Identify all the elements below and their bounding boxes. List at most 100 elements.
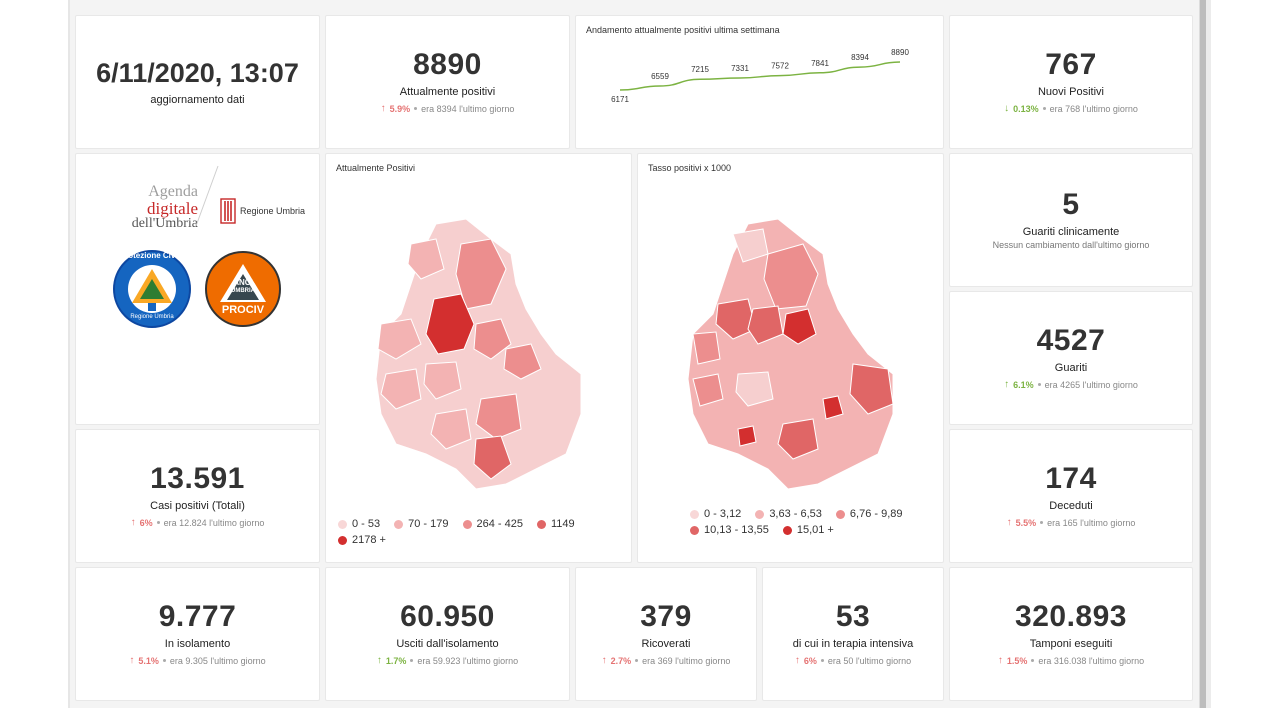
kpi-value: 379 (640, 600, 692, 633)
legend-swatch (755, 509, 765, 519)
kpi-prev: era 4265 l'ultimo giorno (1044, 379, 1138, 390)
legend-item: 1149 (537, 518, 575, 530)
legend-item: 0 - 3,12 (690, 508, 741, 520)
separator-dot (414, 107, 418, 110)
map-region[interactable] (747, 305, 784, 345)
kpi-delta: ↑ 6% era 50 l'ultimo giorno (795, 655, 911, 666)
map-region[interactable] (735, 371, 774, 407)
trend-title: Andamento attualmente positivi ultima se… (586, 25, 780, 35)
trend-point-label: 8890 (891, 48, 909, 57)
map-legend: 0 - 3,12 3,63 - 6,53 6,76 - 9,89 10,13 -… (690, 508, 940, 536)
map-region-perugia[interactable] (425, 293, 475, 355)
map-region-base[interactable] (687, 218, 894, 490)
umbria-choropleth-map[interactable] (326, 214, 633, 544)
map-region[interactable] (732, 228, 769, 263)
map-region[interactable] (430, 408, 472, 450)
map-region[interactable] (763, 243, 819, 310)
legend-item: 264 - 425 (462, 518, 523, 530)
deceduti-card: 174 Deceduti ↑ 5.5% era 165 l'ultimo gio… (949, 429, 1193, 563)
map-positivi-card: Attualmente Positivi 0 - 53 70 - 179 264… (325, 153, 632, 563)
regione-umbria-emblem-icon (220, 198, 236, 224)
map-region[interactable] (849, 363, 894, 415)
trend-point-label: 6171 (611, 95, 629, 104)
kpi-pct: 5.5% (1015, 517, 1037, 528)
map-region[interactable] (782, 308, 817, 345)
map-region[interactable] (455, 238, 507, 310)
arrow-up-icon: ↑ (601, 655, 607, 666)
casi-totali-card: 13.591 Casi positivi (Totali) ↑ 6% era 1… (75, 429, 320, 563)
kpi-prev: era 59.923 l'ultimo giorno (417, 655, 519, 666)
attualmente-positivi-card: 8890 Attualmente positivi ↑ 5.9% era 839… (325, 15, 570, 149)
separator-dot (1031, 659, 1035, 662)
guariti-card: 4527 Guariti ↑ 6.1% era 4265 l'ultimo gi… (949, 291, 1193, 425)
nuovi-positivi-card: 767 Nuovi Positivi ↓ 0.13% era 768 l'ult… (949, 15, 1193, 149)
legend-item: 3,63 - 6,53 (755, 508, 822, 520)
guariti-clinicamente-card: 5 Guariti clinicamente Nessun cambiament… (949, 153, 1193, 287)
map-region[interactable] (407, 238, 445, 280)
kpi-label: Deceduti (1049, 500, 1093, 512)
kpi-value: 60.950 (400, 600, 495, 633)
terapia-intensiva-card: 53 di cui in terapia intensiva ↑ 6% era … (762, 567, 944, 701)
legend-swatch (690, 509, 699, 519)
kpi-label: di cui in terapia intensiva (792, 638, 914, 650)
map-region[interactable] (377, 318, 422, 360)
kpi-prev: era 768 l'ultimo giorno (1049, 103, 1138, 114)
map-region[interactable] (473, 318, 512, 360)
kpi-delta: ↑ 5.5% era 165 l'ultimo giorno (1007, 517, 1136, 528)
kpi-delta: ↓ 0.13% era 768 l'ultimo giorno (1004, 103, 1138, 114)
separator-dot (1042, 107, 1046, 110)
legend-item: 70 - 179 (394, 518, 449, 530)
divider-slash (195, 165, 219, 227)
kpi-pct: 2.7% (610, 655, 632, 666)
trend-point-label: 7841 (811, 59, 829, 68)
trend-line (619, 61, 901, 91)
separator-dot (820, 659, 824, 662)
map-region[interactable] (423, 361, 462, 400)
map-region[interactable] (692, 331, 721, 365)
legend-swatch (537, 519, 546, 529)
kpi-label: Ricoverati (641, 638, 691, 650)
map-region[interactable] (822, 395, 844, 420)
kpi-prev: era 12.824 l'ultimo giorno (163, 517, 265, 528)
map-tasso-card: Tasso positivi x 1000 0 - 3,12 3,63 - 6,… (637, 153, 944, 563)
kpi-prev: era 9.305 l'ultimo giorno (169, 655, 266, 666)
kpi-prev: era 369 l'ultimo giorno (642, 655, 731, 666)
legend-item: 2178 + (338, 534, 386, 546)
map-region[interactable] (737, 425, 757, 447)
separator-dot (162, 659, 166, 662)
logos-card: Agenda digitale dell'Umbria Regione Umbr… (75, 153, 320, 425)
map-region[interactable] (715, 298, 757, 340)
kpi-label: Tamponi eseguiti (1029, 638, 1113, 650)
arrow-down-icon: ↓ (1004, 103, 1010, 114)
kpi-label: Nuovi Positivi (1037, 86, 1105, 98)
legend-swatch (782, 525, 792, 535)
update-datetime: 6/11/2020, 13:07 (96, 58, 299, 88)
map-region[interactable] (777, 418, 819, 460)
map-region[interactable] (692, 373, 724, 407)
kpi-delta: ↑ 5.9% era 8394 l'ultimo giorno (381, 103, 515, 114)
arrow-up-icon: ↑ (997, 655, 1003, 666)
map-region[interactable] (380, 368, 422, 410)
kpi-pct: 6% (803, 655, 817, 666)
kpi-delta: ↑ 5.1% era 9.305 l'ultimo giorno (129, 655, 265, 666)
kpi-label: Usciti dall'isolamento (396, 638, 499, 650)
legend-swatch (394, 519, 404, 529)
kpi-label: In isolamento (164, 638, 231, 650)
map-region[interactable] (503, 343, 542, 380)
anci-prociv-logo (205, 251, 281, 327)
map-region[interactable] (473, 435, 512, 480)
kpi-delta: ↑ 1.7% era 59.923 l'ultimo giorno (377, 655, 518, 666)
map-region[interactable] (475, 393, 522, 440)
kpi-pct: 6.1% (1013, 379, 1034, 390)
kpi-value: 174 (1045, 462, 1097, 495)
kpi-value: 8890 (413, 48, 482, 81)
kpi-pct: 1.7% (385, 655, 407, 666)
update-label: aggiornamento dati (150, 94, 245, 106)
kpi-delta: ↑ 1.5% era 316.038 l'ultimo giorno (998, 655, 1144, 666)
kpi-label: Guariti clinicamente (1022, 226, 1120, 238)
trend-point-label: 7572 (771, 62, 789, 71)
scrollbar-thumb[interactable] (1200, 0, 1206, 708)
kpi-value: 5 (1062, 188, 1080, 221)
umbria-rate-map[interactable] (638, 214, 945, 544)
left-border (68, 0, 70, 708)
